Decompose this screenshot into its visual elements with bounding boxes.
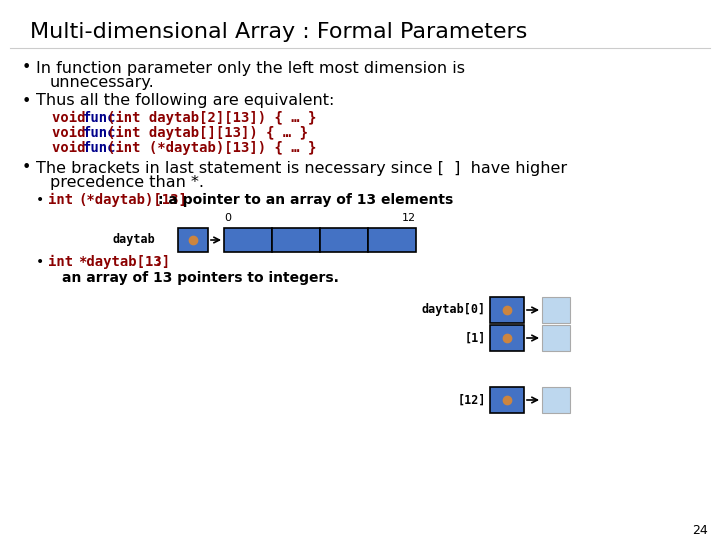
Bar [490,297,524,323]
Text: In function parameter only the left most dimension is: In function parameter only the left most… [36,60,465,76]
Text: *daytab[13]: *daytab[13] [78,255,171,269]
Bar [320,228,368,252]
Text: (int daytab[2][13]) { … }: (int daytab[2][13]) { … } [107,111,316,125]
Text: (int (*daytab)[13]) { … }: (int (*daytab)[13]) { … } [107,141,316,155]
Text: precedence than *.: precedence than *. [50,176,204,191]
Text: The brackets in last statement is necessary since [  ]  have higher: The brackets in last statement is necess… [36,160,567,176]
Text: (*daytab)[13]: (*daytab)[13] [78,193,187,207]
Text: void: void [52,111,94,125]
Text: •: • [22,160,32,176]
Text: : a pointer to an array of 13 elements: : a pointer to an array of 13 elements [158,193,453,207]
Text: func: func [83,126,116,140]
Text: •: • [22,93,32,109]
Bar [542,325,570,351]
Text: Thus all the following are equivalent:: Thus all the following are equivalent: [36,93,334,109]
Text: void: void [52,141,94,155]
Text: daytab: daytab [112,233,155,246]
Text: (int daytab[][13]) { … }: (int daytab[][13]) { … } [107,126,308,140]
Text: 12: 12 [402,213,416,223]
Bar [272,228,320,252]
Bar [542,387,570,413]
Text: int: int [48,193,90,207]
Text: 0: 0 [224,213,231,223]
Bar [490,325,524,351]
Text: int: int [48,255,90,269]
Bar [542,297,570,323]
Text: void: void [52,126,94,140]
Text: func: func [83,111,116,125]
Text: 24: 24 [692,523,708,537]
Text: unnecessary.: unnecessary. [50,76,155,91]
Bar [178,228,208,252]
Text: daytab[0]: daytab[0] [422,303,486,316]
Text: :: : [145,255,162,269]
Bar [368,228,416,252]
Text: •: • [36,193,44,207]
Text: •: • [22,60,32,76]
Bar [490,387,524,413]
Text: [12]: [12] [457,394,486,407]
Bar [224,228,272,252]
Text: an array of 13 pointers to integers.: an array of 13 pointers to integers. [62,271,339,285]
Text: func: func [83,141,116,155]
Text: Multi-dimensional Array : Formal Parameters: Multi-dimensional Array : Formal Paramet… [30,22,527,42]
Text: •: • [36,255,44,269]
Text: [1]: [1] [464,332,486,345]
